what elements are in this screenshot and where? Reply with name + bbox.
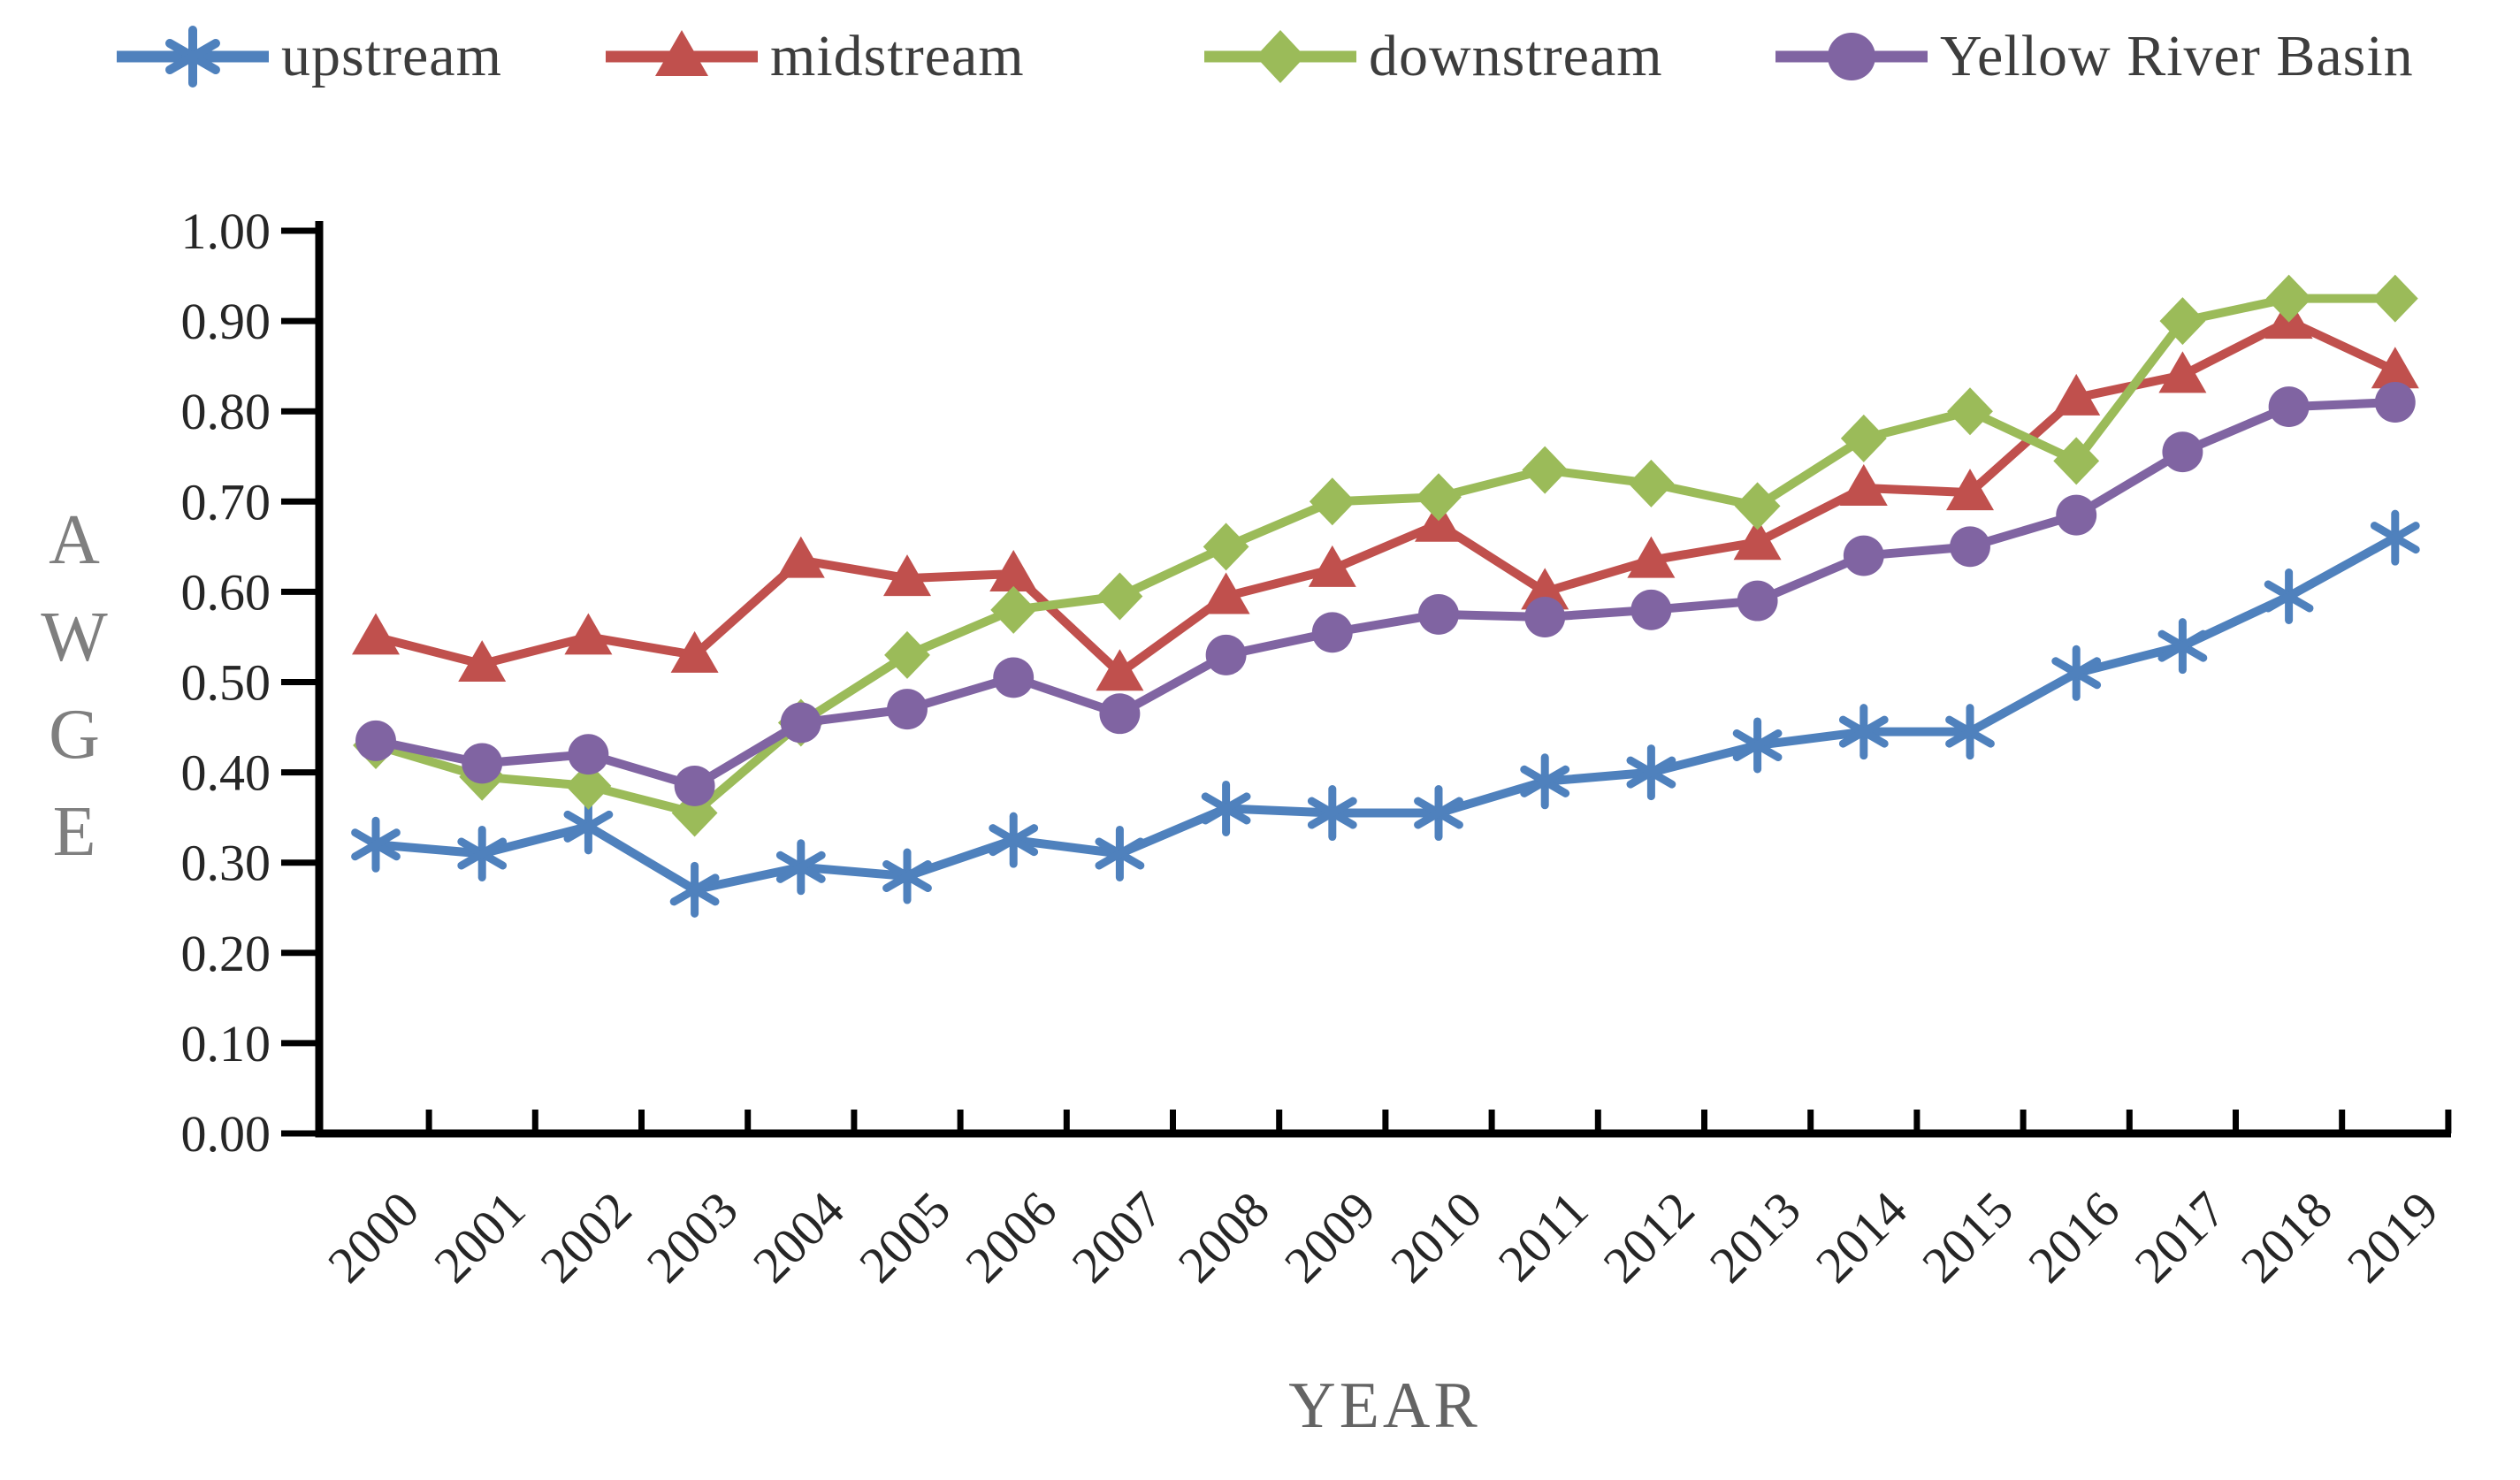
x-tick-label: 2007: [1061, 1180, 1174, 1293]
x-tick-label: 2016: [2017, 1180, 2130, 1293]
series-downstream: [353, 274, 2418, 837]
x-tick-label: 2005: [848, 1180, 961, 1293]
y-tick-label: 0.70: [181, 473, 271, 530]
legend-item-upstream[interactable]: upstream: [113, 16, 502, 97]
series-upstream: [351, 509, 2420, 918]
series-line: [371, 294, 2400, 818]
y-axis-title-letter: E: [52, 793, 96, 871]
y-tick-label: 0.20: [181, 925, 271, 982]
y-tick-label: 0.30: [181, 835, 271, 892]
x-tick-label: 2017: [2124, 1180, 2237, 1293]
y-tick-label: 0.40: [181, 744, 271, 802]
series-line: [371, 533, 2400, 895]
legend-item-yellow-river-basin[interactable]: Yellow River Basin: [1772, 16, 2414, 97]
upstream-legend-marker-icon: [117, 26, 269, 88]
y-axis-title-letter: G: [49, 696, 100, 774]
x-tick-label: 2006: [954, 1180, 1067, 1293]
x-tick-label: 2015: [1911, 1180, 2024, 1293]
y-tick-label: 1.00: [181, 202, 271, 260]
x-tick-label: 2019: [2336, 1180, 2449, 1293]
y-tick-label: 0.90: [181, 293, 271, 350]
series-yellow-river-basin: [355, 382, 2416, 806]
x-tick-label: 2010: [1379, 1180, 1493, 1293]
legend-label-upstream: upstream: [281, 24, 502, 88]
x-tick-label: 2012: [1592, 1180, 1706, 1293]
x-tick-label: 2003: [636, 1180, 749, 1293]
y-tick-label: 0.50: [181, 654, 271, 712]
downstream-legend-marker-icon: [1204, 30, 1356, 83]
y-axis-title-letter: A: [49, 501, 100, 579]
legend-label-yellow-river-basin: Yellow River Basin: [1940, 24, 2414, 88]
x-axis-title: YEAR: [1288, 1369, 1481, 1442]
legend-label-midstream: midstream: [770, 24, 1025, 88]
y-tick-label: 0.60: [181, 563, 271, 621]
x-tick-label: 2004: [742, 1180, 855, 1293]
y-axis-title-letter: W: [41, 599, 108, 676]
y-tick-label: 0.00: [181, 1105, 271, 1163]
y-tick-label: 0.80: [181, 383, 271, 440]
x-tick-label: 2000: [317, 1180, 430, 1293]
x-tick-label: 2001: [423, 1180, 536, 1293]
x-tick-label: 2013: [1699, 1180, 1812, 1293]
x-tick-label: 2002: [530, 1180, 643, 1293]
legend-item-midstream[interactable]: midstream: [602, 16, 1025, 97]
y-tick-label: 0.10: [181, 1015, 271, 1072]
midstream-legend-marker-icon: [606, 30, 758, 76]
x-tick-label: 2008: [1167, 1180, 1280, 1293]
x-tick-label: 2009: [1273, 1180, 1386, 1293]
x-tick-label: 2018: [2230, 1180, 2343, 1293]
legend: upstream midstream downstream Yellow Riv…: [0, 16, 2520, 97]
legend-item-downstream[interactable]: downstream: [1201, 16, 1663, 97]
x-tick-label: 2014: [1805, 1180, 1918, 1293]
series-midstream: [352, 297, 2419, 691]
axes: 0.00 0.10 0.20 0.30 0.40 0.50 0.60 0.70 0.80 0.90…: [181, 202, 2452, 1293]
yellow-river-basin-legend-marker-icon: [1775, 33, 1928, 80]
legend-label-downstream: downstream: [1369, 24, 1663, 88]
x-tick-label: 2011: [1487, 1180, 1599, 1292]
